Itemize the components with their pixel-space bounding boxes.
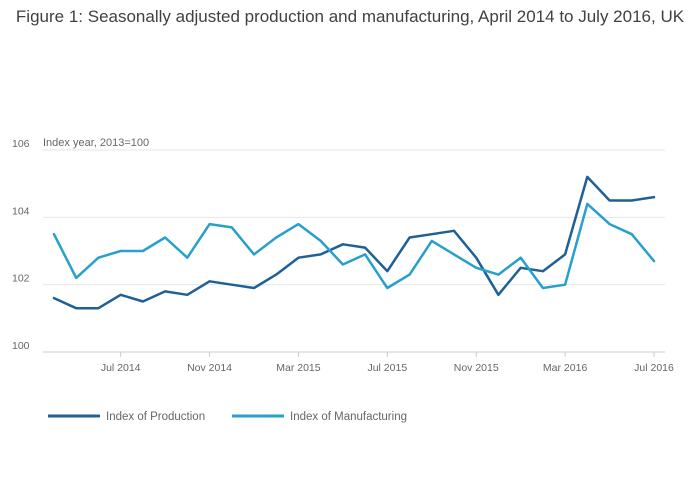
y-tick-label: 102 — [12, 273, 30, 285]
legend-label[interactable]: Index of Manufacturing — [290, 411, 407, 423]
x-tick-label: Jul 2016 — [634, 362, 674, 374]
x-tick-label: Nov 2015 — [454, 362, 499, 374]
legend-label[interactable]: Index of Production — [106, 411, 205, 423]
x-tick-label: Nov 2014 — [187, 362, 232, 374]
x-tick-label: Jul 2015 — [367, 362, 407, 374]
series-line-index-of-manufacturing — [52, 202, 656, 290]
y-tick-label: 100 — [12, 340, 30, 352]
y-tick-label: 106 — [12, 138, 30, 150]
chart-title: Figure 1: Seasonally adjusted production… — [15, 7, 685, 26]
x-tick-label: Jul 2014 — [101, 362, 141, 374]
y-tick-label: 104 — [12, 205, 30, 217]
series-line-index-of-production — [52, 175, 656, 310]
x-tick-label: Mar 2016 — [543, 362, 588, 374]
x-tick-label: Mar 2015 — [276, 362, 321, 374]
y-axis-label: Index year, 2013=100 — [43, 137, 149, 149]
